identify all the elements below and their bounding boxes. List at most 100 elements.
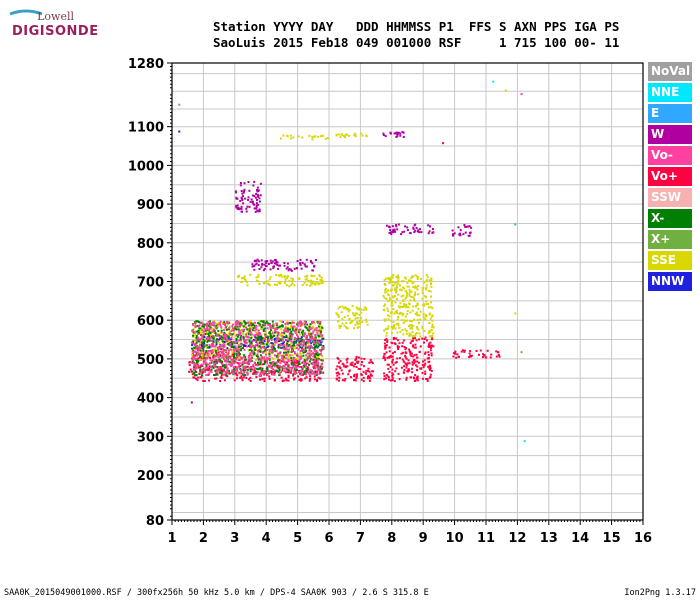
echo-point xyxy=(287,350,290,353)
echo-point xyxy=(318,275,321,278)
echo-point xyxy=(390,231,393,233)
echo-point xyxy=(341,322,344,325)
echo-point xyxy=(318,326,321,329)
echo-point xyxy=(305,283,308,286)
echo-point xyxy=(301,373,304,376)
echo-point xyxy=(394,287,397,290)
echo-point xyxy=(297,348,300,351)
echo-point xyxy=(416,365,419,368)
echo-point xyxy=(276,263,279,266)
echo-point xyxy=(308,346,311,349)
echo-point xyxy=(305,335,308,337)
echo-point xyxy=(289,371,292,374)
echo-point xyxy=(275,364,277,367)
echo-point xyxy=(319,331,322,334)
echo-point xyxy=(253,265,256,267)
echo-point xyxy=(211,344,214,347)
echo-point xyxy=(223,358,225,361)
echo-point xyxy=(401,345,404,348)
echo-point xyxy=(245,321,248,324)
echo-point xyxy=(237,359,240,361)
echo-point xyxy=(302,351,305,354)
echo-point xyxy=(242,347,245,349)
echo-point xyxy=(311,138,314,141)
y-tick-label: 1100 xyxy=(128,121,164,136)
echo-point xyxy=(240,357,243,360)
echo-point xyxy=(305,327,308,329)
echo-point xyxy=(234,335,237,338)
echo-point xyxy=(268,331,271,334)
echo-point xyxy=(303,371,306,374)
echo-point xyxy=(259,354,262,357)
echo-point xyxy=(421,292,424,294)
echo-point xyxy=(336,365,339,368)
echo-point xyxy=(319,350,322,353)
echo-point xyxy=(408,334,411,337)
echo-point xyxy=(294,341,297,344)
echo-point xyxy=(406,362,409,365)
echo-point xyxy=(215,362,218,364)
echo-point xyxy=(293,371,296,374)
echo-point xyxy=(226,320,228,323)
echo-point xyxy=(402,371,405,374)
echo-point xyxy=(390,276,393,279)
echo-point xyxy=(285,363,288,366)
echo-point xyxy=(278,364,281,367)
echo-point xyxy=(390,299,393,302)
echo-point xyxy=(320,371,322,374)
echo-point xyxy=(215,327,218,330)
echo-point xyxy=(405,332,408,335)
echo-point xyxy=(420,278,423,280)
echo-point xyxy=(239,349,242,352)
echo-point xyxy=(310,281,313,284)
echo-point xyxy=(285,329,288,332)
echo-point xyxy=(212,345,215,348)
echo-point xyxy=(276,356,279,359)
echo-point xyxy=(289,345,292,348)
echo-point xyxy=(260,334,263,336)
echo-point xyxy=(308,134,311,137)
echo-point xyxy=(316,370,319,373)
echo-point xyxy=(228,339,231,342)
echo-point xyxy=(399,284,402,287)
echo-point xyxy=(468,352,471,355)
echo-point xyxy=(408,325,410,328)
echo-point xyxy=(368,370,371,373)
echo-point xyxy=(310,344,312,347)
echo-point xyxy=(276,334,279,337)
echo-point xyxy=(313,349,316,352)
echo-point xyxy=(254,210,257,213)
echo-point xyxy=(306,328,309,331)
echo-point xyxy=(304,342,307,344)
echo-point xyxy=(424,362,427,365)
echo-point xyxy=(240,348,243,351)
echo-point xyxy=(409,376,412,379)
echo-point xyxy=(389,229,392,232)
echo-point xyxy=(312,361,315,364)
echo-point xyxy=(411,309,414,312)
echo-point xyxy=(422,315,425,318)
echo-point xyxy=(398,326,401,329)
echo-point xyxy=(265,320,268,323)
echo-point xyxy=(370,360,373,363)
echo-point xyxy=(319,370,322,373)
echo-point xyxy=(431,307,434,309)
echo-point xyxy=(291,361,294,364)
y-tick-label: 80 xyxy=(146,514,164,529)
echo-point xyxy=(247,196,250,199)
echo-point xyxy=(234,353,237,356)
echo-point xyxy=(386,341,389,343)
echo-point xyxy=(412,345,414,348)
echo-point xyxy=(414,293,417,296)
echo-point xyxy=(405,303,408,306)
echo-point xyxy=(238,324,241,327)
echo-point xyxy=(293,377,296,380)
echo-point xyxy=(235,339,238,342)
echo-point xyxy=(427,332,430,335)
echo-point xyxy=(468,234,471,237)
echo-point xyxy=(273,331,276,334)
echo-point xyxy=(320,135,322,138)
echo-point xyxy=(318,372,321,375)
echo-point xyxy=(430,344,433,347)
echo-point xyxy=(342,363,345,366)
